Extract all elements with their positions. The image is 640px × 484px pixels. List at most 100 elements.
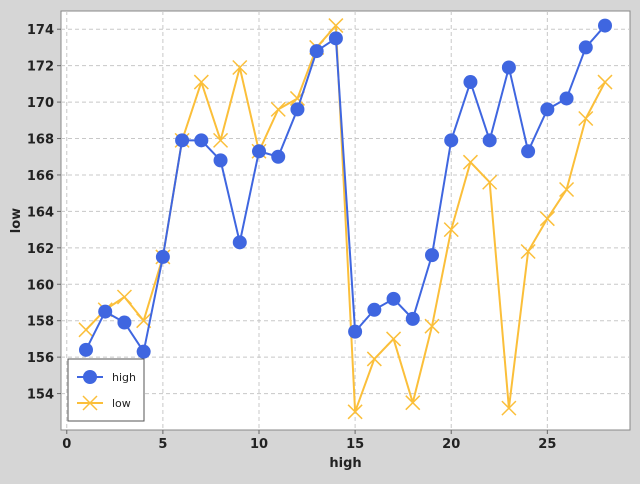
- x-marker-stroke: [578, 110, 594, 127]
- data-point-high: [598, 18, 613, 33]
- axes: 0 5 10 15 20 25 154 156 158 160 162 164 166 168 170 172…: [27, 23, 557, 452]
- series-layer: [78, 18, 613, 420]
- data-point-high: [309, 44, 324, 59]
- data-point-high: [578, 40, 593, 55]
- data-point-high: [482, 133, 497, 148]
- x-marker-stroke: [366, 351, 382, 367]
- y-axis-label: low: [9, 208, 24, 233]
- legend-marker: [82, 395, 98, 411]
- data-point-high: [155, 249, 170, 264]
- data-point-high: [175, 133, 190, 148]
- data-point-low: [116, 289, 132, 305]
- series-high: [78, 18, 613, 359]
- grid-lines: [61, 11, 630, 430]
- data-point-low: [270, 101, 286, 117]
- y-tick-label: 158: [27, 315, 54, 330]
- data-point-high: [213, 153, 228, 168]
- data-point-low: [347, 404, 363, 420]
- data-point-low: [559, 182, 575, 198]
- x-marker-stroke: [213, 132, 229, 148]
- x-tick-label: 25: [538, 437, 556, 452]
- y-tick-label: 170: [27, 96, 54, 111]
- data-point-high: [501, 60, 516, 75]
- data-point-high: [271, 149, 286, 164]
- x-marker-stroke: [443, 222, 459, 238]
- data-point-low: [213, 132, 229, 148]
- data-point-low: [482, 174, 498, 190]
- x-tick-label: 0: [62, 437, 71, 452]
- x-marker-stroke: [482, 174, 498, 190]
- x-marker-stroke: [597, 74, 613, 90]
- x-marker-stroke: [347, 404, 363, 420]
- data-point-low: [366, 351, 382, 367]
- data-point-low: [424, 318, 440, 334]
- data-point-low: [520, 243, 536, 259]
- data-point-high: [78, 342, 93, 357]
- data-point-high: [540, 102, 555, 117]
- data-point-low: [193, 74, 209, 90]
- data-point-high: [194, 133, 209, 148]
- data-point-low: [328, 18, 344, 34]
- data-point-high: [232, 235, 247, 250]
- y-tick-label: 164: [27, 205, 54, 220]
- x-marker-stroke: [386, 331, 402, 347]
- x-marker-stroke: [136, 313, 152, 329]
- y-tick-label: 156: [27, 351, 54, 366]
- x-marker-stroke: [78, 322, 94, 338]
- x-tick-label: 15: [346, 437, 364, 452]
- x-marker-stroke: [405, 395, 421, 411]
- data-point-high: [251, 144, 266, 159]
- data-point-low: [232, 59, 248, 76]
- data-point-low: [462, 154, 478, 170]
- data-point-high: [444, 133, 459, 148]
- x-marker-stroke: [424, 318, 440, 334]
- data-point-low: [578, 110, 594, 127]
- legend-marker: [83, 370, 97, 384]
- x-marker-stroke: [501, 400, 517, 416]
- x-marker-stroke: [193, 74, 209, 90]
- y-tick-label: 162: [27, 242, 54, 257]
- x-tick-label: 10: [250, 437, 268, 452]
- y-tick-label: 172: [27, 60, 54, 75]
- x-tick-label: 5: [158, 437, 167, 452]
- data-point-low: [386, 331, 402, 347]
- x-marker-stroke: [232, 59, 248, 76]
- legend-item-high: high: [77, 370, 136, 384]
- data-point-high: [463, 75, 478, 90]
- data-point-high: [290, 102, 305, 117]
- series-line-high: [85, 24, 606, 353]
- data-point-low: [405, 395, 421, 411]
- y-tick-label: 166: [27, 169, 54, 184]
- x-marker-stroke: [116, 289, 132, 305]
- data-point-high: [521, 144, 536, 159]
- data-point-high: [136, 344, 151, 359]
- legend-item-low: low: [77, 395, 131, 411]
- legend-box: [67, 358, 145, 422]
- x-marker-stroke: [520, 243, 536, 259]
- legend-label: high: [112, 371, 136, 384]
- x-tick-label: 20: [442, 437, 460, 452]
- data-point-high: [328, 31, 343, 46]
- data-point-low: [539, 211, 555, 227]
- y-tick-label: 168: [27, 133, 54, 148]
- data-point-low: [501, 400, 517, 416]
- data-point-high: [117, 315, 132, 330]
- x-axis-label: high: [329, 456, 361, 471]
- data-point-high: [367, 302, 382, 317]
- x-marker-stroke: [328, 18, 344, 34]
- data-point-high: [405, 311, 420, 326]
- data-point-low: [443, 222, 459, 238]
- data-point-low: [78, 322, 94, 338]
- x-marker-stroke: [462, 154, 478, 170]
- legend-label: low: [112, 397, 131, 410]
- legend: high low: [67, 358, 145, 422]
- y-tick-label: 154: [27, 388, 54, 403]
- data-point-high: [98, 304, 113, 319]
- data-point-high: [425, 248, 440, 263]
- x-marker-stroke: [539, 211, 555, 227]
- y-tick-label: 160: [27, 278, 54, 293]
- x-marker-stroke: [559, 182, 575, 198]
- data-point-low: [597, 74, 613, 90]
